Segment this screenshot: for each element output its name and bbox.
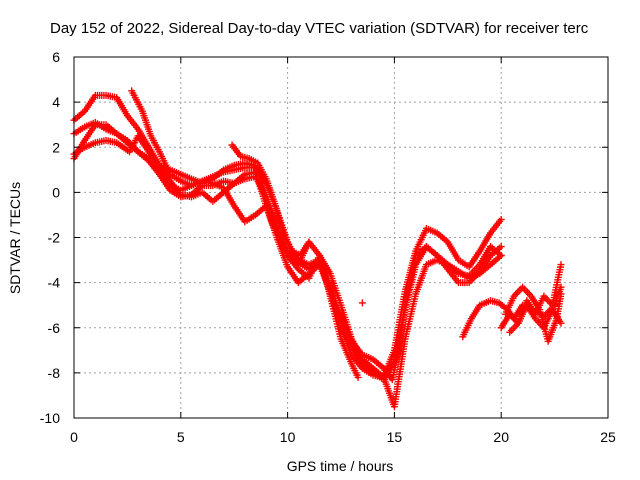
series-track-5 (128, 87, 362, 381)
y-axis-label: SDTVAR / TECUs (7, 182, 23, 294)
data-point (557, 261, 565, 269)
y-tick-label: -10 (40, 410, 60, 426)
x-tick-label: 25 (600, 429, 616, 445)
data-point (354, 373, 362, 381)
data-point (557, 290, 565, 298)
series-track-8 (497, 261, 565, 332)
data-point (305, 238, 313, 246)
axis-ticks: 0 5 10 15 20 25 -10 -8 -6 -4 -2 0 2 4 6 (40, 49, 616, 445)
y-tick-label: 0 (52, 184, 60, 200)
chart-title: Day 152 of 2022, Sidereal Day-to-day VTE… (50, 20, 589, 37)
y-tick-label: -2 (48, 230, 61, 246)
series-track-6 (228, 141, 313, 260)
x-axis-label: GPS time / hours (287, 458, 394, 474)
y-tick-label: -8 (48, 365, 61, 381)
x-tick-label: 0 (70, 429, 78, 445)
data-point (497, 243, 505, 251)
data-point (557, 319, 565, 327)
x-tick-label: 5 (177, 429, 185, 445)
grid-lines (74, 57, 608, 418)
data-point (497, 252, 505, 260)
data-point (497, 215, 505, 223)
x-tick-label: 20 (493, 429, 509, 445)
y-tick-label: -6 (48, 320, 61, 336)
x-tick-label: 15 (387, 429, 403, 445)
series-track-10 (506, 301, 565, 336)
data-points (70, 87, 565, 411)
x-tick-label: 10 (280, 429, 296, 445)
y-tick-label: 2 (52, 139, 60, 155)
y-tick-label: 6 (52, 49, 60, 65)
data-point (358, 299, 366, 307)
y-tick-label: -4 (48, 275, 61, 291)
y-tick-label: 4 (52, 94, 60, 110)
series-track-9 (501, 283, 565, 345)
